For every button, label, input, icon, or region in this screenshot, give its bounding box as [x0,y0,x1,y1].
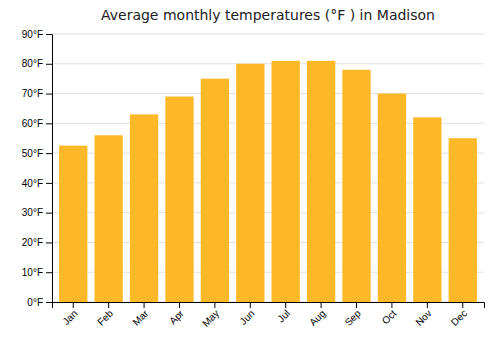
x-tick-mark [250,302,251,308]
y-tick: 70°F [22,88,52,99]
y-tick-mark [46,272,52,273]
y-tick-mark [46,123,52,124]
y-axis: 0°F 10°F 20°F 30°F 40°F 50°F 60°F 70°F 80°F 90°F [22,29,53,308]
x-tick: Jan [60,302,79,327]
chart-title: Average monthly temperatures (°F ) in Ma… [101,7,435,23]
x-tick-mark [179,302,180,308]
bar [272,61,300,302]
x-tick-label: Oct [380,308,399,327]
plot-area: Jan Feb Mar Apr May Jun Jul Aug Sep Oct Nov Dec 0°F 1… [22,29,485,329]
bar [378,94,406,302]
y-tick-label: 50°F [22,148,43,159]
x-tick-label: Jun [237,308,256,327]
grid-line [52,93,484,94]
y-tick-label: 10°F [22,267,43,278]
y-tick-mark [46,213,52,214]
bar [59,146,87,302]
x-tick-mark [285,302,286,308]
y-tick-label: 80°F [22,58,43,69]
bar [307,61,335,302]
x-tick: May [200,302,221,329]
bar [413,117,441,302]
bar [165,97,193,302]
y-tick-mark [46,153,52,154]
x-tick-label: Jul [275,308,292,325]
x-tick: Oct [380,302,399,326]
x-tick-mark [391,302,392,308]
x-tick: Jul [275,302,292,324]
x-axis-line [53,303,485,309]
y-tick: 30°F [22,207,52,218]
x-tick: Feb [95,302,115,328]
y-tick-mark [46,94,52,95]
x-tick: Apr [167,302,186,326]
x-axis: Jan Feb Mar Apr May Jun Jul Aug Sep Oct Nov Dec [53,302,485,329]
y-tick-label: 40°F [22,178,43,189]
y-tick-mark [46,302,52,303]
grid [52,34,484,302]
y-tick-label: 60°F [22,118,43,129]
grid-line [52,34,484,35]
x-tick-mark [462,302,463,308]
x-tick-mark [108,302,109,308]
x-tick-mark [144,302,145,308]
x-tick-mark [214,302,215,308]
x-tick: Nov [413,302,433,328]
y-tick: 90°F [22,29,52,40]
y-tick-label: 0°F [27,297,43,308]
x-tick-label: Nov [413,308,433,328]
x-tick-label: Mar [130,307,150,327]
chart-container: Jan Feb Mar Apr May Jun Jul Aug Sep Oct Nov Dec 0°F 1… [0,0,500,350]
y-tick-label: 20°F [22,237,43,248]
y-tick-mark [46,242,52,243]
y-tick-label: 70°F [22,88,43,99]
x-tick-label: Apr [167,307,186,326]
x-tick-label: May [200,308,221,329]
bar [236,64,264,302]
y-tick-mark [46,183,52,184]
x-tick-mark [321,302,322,308]
y-tick-label: 30°F [22,207,43,218]
grid-line [52,63,484,64]
bar [94,135,122,302]
bar [130,114,158,302]
y-tick: 0°F [27,297,52,308]
x-tick-label: Aug [307,308,327,328]
y-tick-mark [46,64,52,65]
x-tick: Mar [130,302,150,328]
x-tick-mark [73,302,74,308]
x-tick: Dec [449,302,469,328]
x-tick-mark [356,302,357,308]
y-tick: 40°F [22,178,52,189]
bar [449,138,477,302]
x-tick-label: Feb [95,307,115,327]
x-tick: Sep [343,302,364,328]
x-tick: Jun [237,302,256,327]
x-tick-label: Dec [449,308,469,328]
y-tick: 50°F [22,148,52,159]
y-tick: 60°F [22,118,52,129]
chart-svg: Jan Feb Mar Apr May Jun Jul Aug Sep Oct Nov Dec 0°F 1… [0,0,500,350]
y-tick-mark [46,34,52,35]
x-tick: Aug [307,302,327,328]
bar [342,70,370,302]
x-tick-label: Sep [343,307,364,328]
bar [201,79,229,302]
x-tick-mark [427,302,428,308]
x-tick-label: Jan [60,308,79,327]
y-tick: 80°F [22,58,52,69]
y-tick-label: 90°F [22,29,43,40]
bars [59,61,477,302]
y-axis-line [46,35,53,303]
y-tick: 20°F [22,237,52,248]
y-tick: 10°F [22,267,52,278]
